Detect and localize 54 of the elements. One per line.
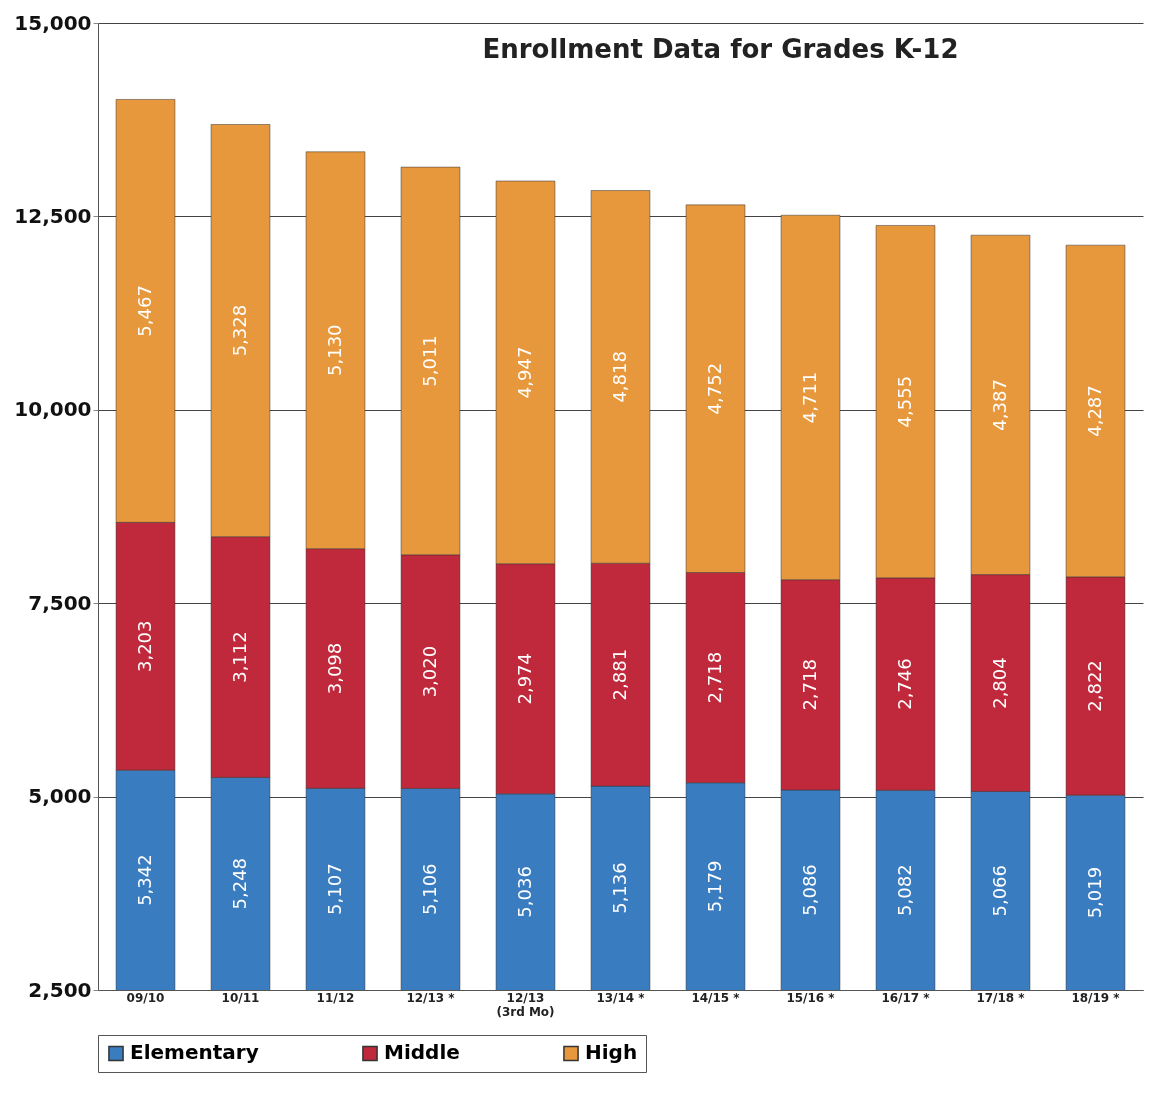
- x-tick-label: 10/11: [221, 990, 260, 1005]
- x-tick-label: 12/13 (3rd Mo): [496, 990, 555, 1019]
- data-label: 5,066: [988, 864, 1010, 917]
- x-tick-label: 17/18 *: [976, 990, 1026, 1005]
- legend-label: High: [585, 1040, 638, 1065]
- legend-label: Elementary: [130, 1040, 259, 1065]
- data-label: 4,947: [513, 346, 535, 399]
- x-tick-label: 14/15 *: [691, 990, 741, 1005]
- y-tick-label: 12,500: [14, 203, 92, 228]
- data-label: 5,136: [608, 862, 630, 914]
- data-label: 5,086: [798, 864, 820, 916]
- data-label: 5,179: [703, 860, 725, 913]
- data-label: 5,328: [228, 304, 250, 357]
- data-label: 4,555: [893, 375, 915, 428]
- data-label: 2,974: [513, 653, 535, 705]
- data-label: 4,752: [703, 362, 725, 415]
- data-label: 2,718: [798, 659, 820, 711]
- data-label: 5,019: [1083, 866, 1105, 919]
- y-tick-label: 5,000: [28, 784, 92, 809]
- data-label: 5,248: [228, 857, 250, 910]
- chart-title: Enrollment Data for Grades K-12: [482, 34, 959, 64]
- y-tick-label: 7,500: [28, 590, 92, 615]
- data-label: 5,107: [323, 863, 345, 915]
- data-label: 4,711: [798, 371, 820, 424]
- data-label: 5,106: [418, 863, 440, 915]
- data-label: 5,467: [133, 285, 155, 337]
- data-label: 5,011: [418, 335, 440, 387]
- data-label: 3,203: [133, 620, 155, 673]
- data-label: 2,746: [893, 658, 915, 710]
- x-tick-label: 15/16 *: [786, 990, 836, 1005]
- data-label: 4,387: [988, 379, 1010, 431]
- data-label: 5,130: [323, 324, 345, 376]
- y-tick-label: 10,000: [14, 397, 92, 422]
- x-tick-label: 12/13 *: [406, 990, 456, 1005]
- y-tick-label: 15,000: [14, 10, 92, 35]
- data-label: 5,036: [513, 866, 535, 918]
- data-label: 4,287: [1083, 385, 1105, 437]
- data-label: 5,342: [133, 854, 155, 906]
- data-label: 2,718: [703, 651, 725, 704]
- x-tick-label: 11/12: [316, 990, 355, 1005]
- x-tick-label: 16/17 *: [881, 990, 931, 1005]
- x-tick-label: 13/14 *: [596, 990, 646, 1005]
- data-label: 3,112: [228, 631, 250, 683]
- x-tick-label: 18/19 *: [1071, 990, 1121, 1005]
- legend-label: Middle: [384, 1040, 460, 1065]
- data-label: 3,020: [418, 645, 440, 698]
- data-label: 2,804: [988, 657, 1010, 709]
- data-label: 4,818: [608, 351, 630, 403]
- data-label: 2,822: [1083, 660, 1105, 712]
- data-label: 5,082: [893, 864, 915, 916]
- x-tick-label: 09/10: [126, 990, 165, 1005]
- data-label: 3,098: [323, 642, 345, 695]
- y-tick-label: 2,500: [28, 977, 92, 1002]
- data-label: 2,881: [608, 648, 630, 701]
